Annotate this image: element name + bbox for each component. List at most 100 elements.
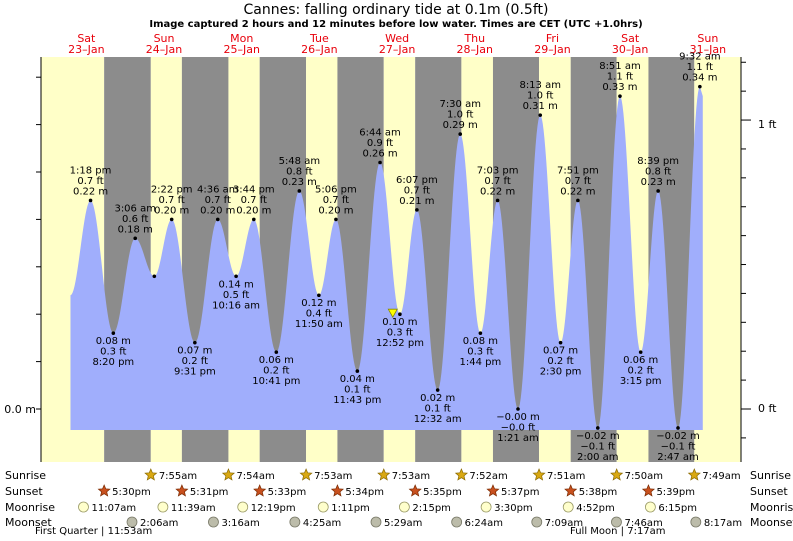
tide-point <box>88 198 93 203</box>
tide-label-time: 10:16 am <box>212 300 260 311</box>
tide-label-ft: 0.5 ft <box>223 290 249 301</box>
low-tide-mark <box>152 274 157 279</box>
tide-label-time: 5:48 am <box>279 156 321 167</box>
tide-label-ft: −0.0 ft <box>501 423 536 434</box>
tide-label-ft: 0.8 ft <box>645 166 671 177</box>
sunrise-event: 7:55am <box>144 468 197 482</box>
tide-point <box>516 407 520 411</box>
tide-point <box>558 340 563 345</box>
tide-label-m: 0.06 m <box>623 355 658 366</box>
tide-label-time: 7:51 pm <box>557 165 599 176</box>
tide-label-time: 7:30 am <box>439 99 481 110</box>
sunrise-icon <box>610 468 624 481</box>
tide-point <box>595 426 600 430</box>
day-name: Tue <box>309 32 329 45</box>
moonrise-icon <box>480 501 492 513</box>
tide-point <box>698 84 702 89</box>
sunset-event: 5:39pm <box>641 484 695 498</box>
sunrise-icon <box>377 468 391 481</box>
tide-label-m: 0.04 m <box>340 374 375 385</box>
tide-point <box>398 312 402 317</box>
tide-point <box>495 198 500 203</box>
day-date: 31–Jan <box>690 43 726 56</box>
tide-label-ft: 0.6 ft <box>122 214 148 225</box>
tide-label-ft: 0.7 ft <box>205 195 231 206</box>
moonset-event: 3:16am <box>208 516 260 529</box>
tide-label-ft: 0.4 ft <box>306 309 332 320</box>
tide-label-time: 1:44 pm <box>460 357 502 368</box>
moonrise-time: 1:11pm <box>331 503 370 514</box>
tide-label-ft: 0.7 ft <box>159 195 185 206</box>
high-tide-mark: 6:44 am0.9 ft0.26 m <box>359 128 401 165</box>
high-tide-mark: 1:18 pm0.7 ft0.22 m <box>70 165 111 203</box>
tide-point <box>415 208 419 212</box>
tide-label-m: 0.10 m <box>382 317 417 328</box>
sunrise-icon <box>454 468 468 481</box>
sunrise-icon <box>687 468 701 481</box>
tide-label-ft: 0.7 ft <box>565 176 591 187</box>
sunset-time: 5:35pm <box>423 487 462 498</box>
high-tide-mark: 7:30 am1.0 ft0.29 m <box>439 99 481 136</box>
sunrise-icon <box>299 468 313 481</box>
sunrise-event: 7:53am <box>299 468 352 482</box>
tide-label-m: 0.14 m <box>219 279 254 290</box>
tide-label-ft: 0.3 ft <box>467 347 493 358</box>
moonrise-icon <box>562 501 574 513</box>
tide-label-m: 0.22 m <box>560 186 595 197</box>
tide-label-time: 1:21 am <box>497 433 539 444</box>
sunrise-time: 7:54am <box>236 471 274 482</box>
tide-label-ft: 0.3 ft <box>387 328 413 339</box>
high-tide-mark: 9:32 am1.1 ft0.34 m <box>679 52 721 89</box>
tide-label-ft: 0.2 ft <box>547 356 573 367</box>
current-tide-marker <box>387 308 398 319</box>
moonset-time: 7:46am <box>624 518 662 529</box>
tide-label-ft: 0.7 ft <box>77 176 103 187</box>
sunrise-event: 7:49am <box>687 468 741 482</box>
high-tide-mark: 5:06 pm0.7 ft0.20 m <box>315 184 357 222</box>
moonrise-time: 4:52pm <box>576 503 615 514</box>
tide-point <box>133 236 138 241</box>
tide-label-m: 0.29 m <box>443 120 478 131</box>
sunrise-time: 7:50am <box>625 471 663 482</box>
day-date: 29–Jan <box>534 43 570 56</box>
tide-label-time: 3:15 pm <box>620 376 662 387</box>
day-date: 25–Jan <box>223 43 259 56</box>
tide-label-ft: 0.7 ft <box>484 176 510 187</box>
tide-label-time: 8:20 pm <box>92 357 134 368</box>
tide-label-ft: 0.7 ft <box>241 195 267 206</box>
moonset-icon <box>531 516 543 528</box>
tide-label-time: 2:00 am <box>577 452 619 463</box>
sunset-icon <box>330 484 344 497</box>
tide-label-m: 0.23 m <box>641 177 676 188</box>
sunset-event: 5:30pm <box>97 484 151 498</box>
tide-label-time: 3:06 am <box>114 203 156 214</box>
day-date: 26–Jan <box>301 43 337 56</box>
sunrise-event: 7:50am <box>610 468 663 482</box>
moonset-time: 3:16am <box>221 518 259 529</box>
low-tide-mark: −0.02 m−0.1 ft2:47 am <box>656 426 700 463</box>
moonrise-time: 11:07am <box>91 503 136 514</box>
tide-label-m: 0.08 m <box>463 336 498 347</box>
high-tide-mark: 8:13 am1.0 ft0.31 m <box>519 80 561 117</box>
day-date: 24–Jan <box>146 43 182 56</box>
moon-phase-note: Full Moon | 7:17am <box>570 526 666 537</box>
day-name: Fri <box>546 32 559 45</box>
tide-label-ft: 0.3 ft <box>100 347 126 358</box>
sunset-event: 5:34pm <box>330 484 384 498</box>
tide-label-time: 7:03 pm <box>477 165 519 176</box>
sunset-icon <box>564 484 578 497</box>
tide-label-m: 0.20 m <box>200 205 235 216</box>
day-name: Sat <box>77 32 96 45</box>
moonrise-event: 11:07am <box>78 501 136 514</box>
moonset-event: 7:46am <box>611 516 663 529</box>
high-tide-mark: 7:51 pm0.7 ft0.22 m <box>557 165 599 203</box>
tide-point <box>274 350 279 354</box>
moonset-time: 4:25am <box>303 518 341 529</box>
moonrise-event: 2:15pm <box>398 501 451 514</box>
sunrise-event: 7:53am <box>377 468 430 482</box>
sunset-icon <box>253 484 267 497</box>
